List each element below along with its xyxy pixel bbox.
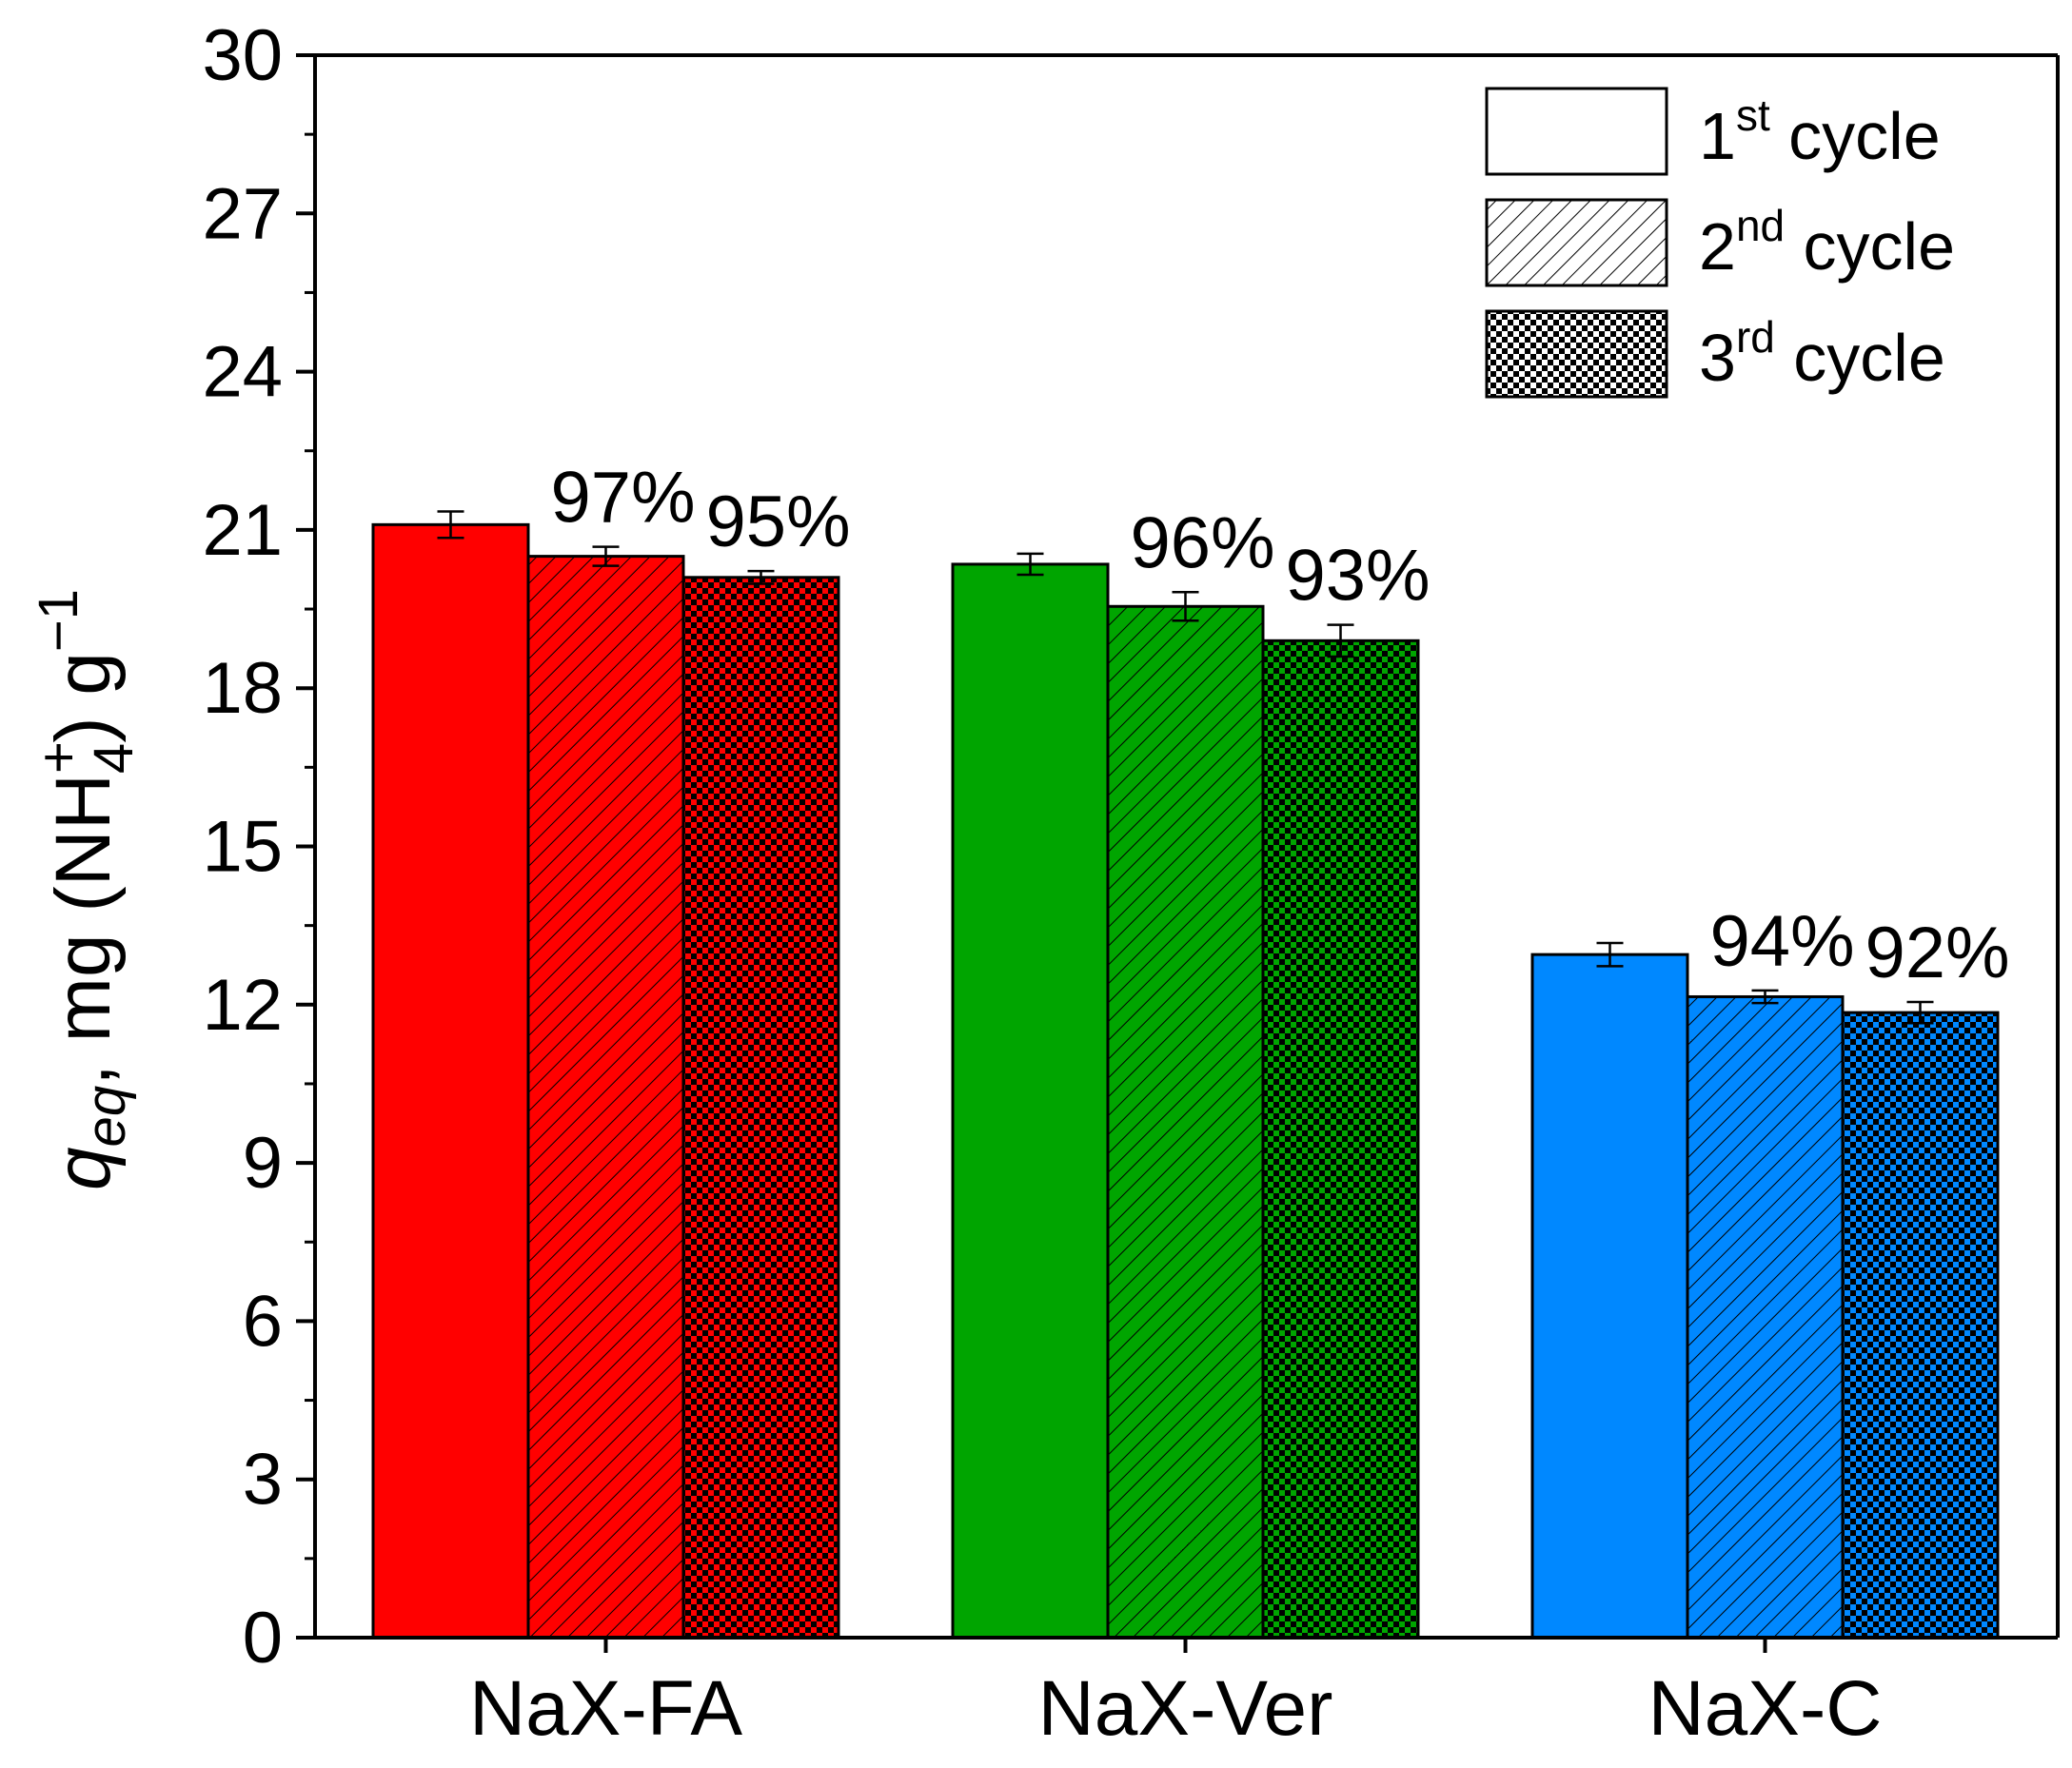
y-label-ion-subscript: 4 xyxy=(83,743,145,774)
y-label-unit-exponent: −1 xyxy=(28,589,89,652)
y-tick-label: 27 xyxy=(202,173,283,254)
bar-nax-c-1st-cycle xyxy=(1530,953,1689,1640)
legend-label-3rd-cycle: 3rd cycle xyxy=(1699,312,1945,395)
annotation-nax-c-2nd-cycle: 94% xyxy=(1709,901,1854,982)
y-tick-label: 9 xyxy=(243,1123,283,1204)
bar-nax-fa-3rd-cycle xyxy=(681,576,840,1640)
error-bar-nax-ver-1st-cycle xyxy=(1016,552,1044,577)
axes-layer: 0 3 6 9 12 15 18 21 24 27 30 xyxy=(202,15,2060,1679)
bar-nax-fa-1st-cycle xyxy=(371,522,530,1640)
bars-layer xyxy=(371,510,2000,1640)
y-label-q-subscript: eq xyxy=(75,1086,137,1148)
x-tick-label-nax-c: NaX-C xyxy=(1648,1665,1882,1752)
legend-swatch-2nd-cycle xyxy=(1485,198,1668,287)
y-tick-label: 12 xyxy=(202,965,283,1046)
bar-nax-fa-2nd-cycle xyxy=(526,555,685,1640)
y-tick-label: 15 xyxy=(202,807,283,888)
annotation-nax-ver-3rd-cycle: 93% xyxy=(1285,536,1430,617)
error-bar-nax-c-1st-cycle xyxy=(1596,941,1624,968)
error-bar-nax-c-2nd-cycle xyxy=(1751,989,1779,1005)
error-bar-nax-fa-3rd-cycle xyxy=(747,569,775,585)
labels-layer: NaX-FA NaX-Ver NaX-C 97% 95% 96% 93% 94% 92% xyxy=(469,458,2010,1752)
error-bar-nax-fa-2nd-cycle xyxy=(592,545,620,567)
legend-label-2nd-cycle: 2nd cycle xyxy=(1699,201,1955,284)
y-tick-label: 24 xyxy=(202,332,283,413)
y-tick-label: 3 xyxy=(243,1440,283,1521)
y-tick-label: 6 xyxy=(243,1281,283,1362)
legend: 1st cycle 2nd cycle 3rd cycle xyxy=(1485,87,1955,399)
bar-nax-c-2nd-cycle xyxy=(1686,994,1845,1640)
y-label-q: q xyxy=(40,1147,127,1190)
bar-nax-ver-2nd-cycle xyxy=(1106,604,1265,1640)
bar-nax-ver-1st-cycle xyxy=(951,562,1110,1640)
error-bar-nax-c-3rd-cycle xyxy=(1906,1000,1934,1025)
y-label-unit-suffix: ) g xyxy=(40,652,127,743)
y-label-ion-superscript: + xyxy=(28,741,89,774)
x-tick-label-nax-fa: NaX-FA xyxy=(469,1665,742,1752)
y-tick-label: 0 xyxy=(243,1598,283,1679)
bar-nax-ver-3rd-cycle xyxy=(1261,638,1420,1640)
y-tick-label: 18 xyxy=(202,648,283,729)
annotation-nax-c-3rd-cycle: 92% xyxy=(1865,913,2009,993)
error-bar-nax-ver-3rd-cycle xyxy=(1327,623,1354,658)
annotation-nax-ver-2nd-cycle: 96% xyxy=(1130,502,1274,583)
annotation-nax-fa-3rd-cycle: 95% xyxy=(705,481,850,562)
y-label-unit-prefix: , mg (NH xyxy=(40,774,127,1086)
y-axis-label: qeq, mg (NH+4) g−1 xyxy=(28,589,145,1190)
error-bar-nax-fa-1st-cycle xyxy=(437,510,464,540)
legend-label-1st-cycle: 1st cycle xyxy=(1699,90,1941,173)
x-tick-label-nax-ver: NaX-Ver xyxy=(1038,1665,1333,1752)
legend-swatch-3rd-cycle xyxy=(1485,309,1668,399)
error-bar-nax-ver-2nd-cycle xyxy=(1172,591,1199,622)
y-tick-label: 30 xyxy=(202,15,283,96)
bar-nax-c-3rd-cycle xyxy=(1841,1011,2000,1640)
y-tick-label: 21 xyxy=(202,490,283,571)
legend-swatch-1st-cycle xyxy=(1485,87,1668,176)
annotation-nax-fa-2nd-cycle: 97% xyxy=(550,458,695,539)
